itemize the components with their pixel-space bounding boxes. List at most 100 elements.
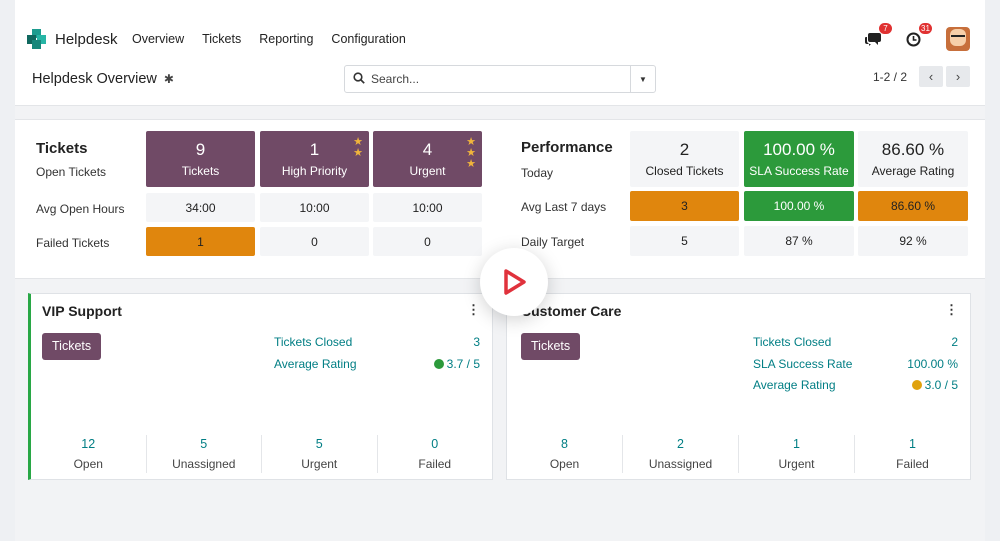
counter-failed[interactable]: 1 Failed: [854, 435, 970, 473]
counter-value: 1: [909, 437, 916, 451]
urgent-tile[interactable]: ★ ★ ★ 4 Urgent: [373, 131, 482, 187]
avg-last-7-label: Avg Last 7 days: [521, 200, 607, 214]
page-title: Helpdesk Overview: [32, 71, 157, 87]
tile-caption: SLA Success Rate: [749, 164, 849, 178]
priority-stars-icon: ★ ★: [353, 136, 363, 159]
high-priority-tile[interactable]: ★ ★ 1 High Priority: [260, 131, 369, 187]
team-name[interactable]: Customer Care: [521, 303, 622, 319]
app-brand[interactable]: Helpdesk: [27, 28, 118, 50]
tile-value: 1: [309, 140, 320, 159]
counter-unassigned[interactable]: 2 Unassigned: [622, 435, 738, 473]
stat-value-wrap: 3.7 / 5: [433, 357, 480, 371]
tile-value: 100.00 %: [763, 140, 835, 159]
tickets-tile[interactable]: 9 Tickets: [146, 131, 255, 187]
tile-value: 9: [195, 140, 206, 159]
stat-label: Average Rating: [274, 357, 357, 371]
chat-bubbles-icon: [865, 33, 881, 46]
app-name: Helpdesk: [55, 30, 118, 48]
counter-value: 5: [315, 437, 323, 451]
closed-tickets-tile[interactable]: 2 Closed Tickets: [630, 131, 739, 187]
counter-failed[interactable]: 0 Failed: [376, 435, 493, 473]
stat-tickets-closed[interactable]: Tickets Closed 2: [753, 335, 958, 349]
stat-value: 3: [473, 335, 480, 349]
failed-high[interactable]: 0: [260, 227, 369, 256]
systray: 7 31: [844, 23, 970, 51]
user-avatar[interactable]: [946, 27, 970, 51]
tile-caption: Tickets: [181, 164, 220, 178]
counter-open[interactable]: 8 Open: [507, 435, 622, 473]
nav-tickets[interactable]: Tickets: [202, 32, 242, 46]
counter-urgent[interactable]: 5 Urgent: [261, 435, 377, 473]
stat-average-rating[interactable]: Average Rating 3.7 / 5: [274, 357, 480, 371]
pager-previous-button[interactable]: ‹: [919, 66, 943, 87]
stat-sla-success-rate[interactable]: SLA Success Rate 100.00 %: [753, 357, 958, 371]
tile-value: 86.60 %: [881, 140, 945, 159]
search-box: ▼: [344, 65, 656, 93]
play-video-button[interactable]: [480, 248, 548, 316]
smiley-happy-icon: [433, 359, 444, 369]
tile-caption: High Priority: [281, 164, 348, 178]
stat-value: 3.0 / 5: [924, 378, 958, 392]
main-nav: Overview Tickets Reporting Configuration: [132, 32, 424, 46]
team-tickets-button[interactable]: Tickets: [521, 333, 581, 360]
search-input[interactable]: [371, 70, 626, 88]
card-menu-icon[interactable]: ⋮: [945, 302, 958, 317]
pager: 1-2 / 2 ‹ ›: [873, 66, 970, 87]
stat-label: Average Rating: [753, 378, 836, 392]
counter-unassigned[interactable]: 5 Unassigned: [145, 435, 262, 473]
counter-value: 12: [81, 437, 96, 451]
counter-label: Failed: [896, 457, 929, 471]
stat-label: Tickets Closed: [753, 335, 832, 349]
tile-caption: Average Rating: [871, 164, 955, 178]
smiley-neutral-icon: [911, 380, 922, 390]
team-name[interactable]: VIP Support: [42, 303, 122, 319]
activities-badge: 31: [919, 23, 932, 34]
counter-label: Unassigned: [172, 457, 236, 471]
tile-value: 4: [422, 140, 433, 159]
helpdesk-logo-icon: [27, 29, 47, 49]
nav-overview[interactable]: Overview: [132, 32, 185, 46]
card-menu-icon[interactable]: ⋮: [467, 302, 480, 317]
stat-value: 100.00 %: [907, 357, 958, 371]
pager-value[interactable]: 1-2 / 2: [872, 69, 907, 84]
chevron-right-icon: ›: [955, 69, 961, 84]
failed-urgent[interactable]: 0: [373, 227, 482, 256]
breadcrumb: Helpdesk Overview ✱: [32, 71, 174, 87]
sla-success-tile[interactable]: 100.00 % SLA Success Rate: [744, 131, 854, 187]
play-icon: [504, 269, 526, 295]
stat-tickets-closed[interactable]: Tickets Closed 3: [274, 335, 480, 349]
nav-reporting[interactable]: Reporting: [259, 32, 314, 46]
counter-urgent[interactable]: 1 Urgent: [738, 435, 854, 473]
performance-header: Performance: [521, 139, 613, 156]
counter-open[interactable]: 12 Open: [31, 435, 146, 473]
stat-label: SLA Success Rate: [753, 357, 853, 371]
avg-closed-7d: 3: [630, 191, 739, 221]
stat-average-rating[interactable]: Average Rating 3.0 / 5: [753, 378, 958, 392]
failed-all[interactable]: 1: [146, 227, 255, 256]
messages-button[interactable]: 7: [862, 23, 892, 50]
counter-value: 2: [677, 437, 684, 451]
nav-configuration[interactable]: Configuration: [331, 32, 406, 46]
app-window: Helpdesk Overview Tickets Reporting Conf…: [15, 0, 985, 541]
today-label: Today: [521, 166, 554, 180]
activities-button[interactable]: 31: [902, 23, 932, 50]
messages-badge: 7: [879, 23, 892, 34]
counter-label: Failed: [418, 457, 452, 471]
counter-label: Urgent: [778, 457, 815, 471]
avg-hours-all: 34:00: [146, 193, 255, 222]
team-tickets-button[interactable]: Tickets: [42, 333, 102, 360]
pager-next-button[interactable]: ›: [946, 66, 970, 87]
stat-value: 3.7 / 5: [446, 357, 480, 371]
counter-value: 8: [561, 437, 568, 451]
counter-label: Open: [73, 457, 103, 471]
target-sla: 87 %: [744, 226, 854, 256]
team-counters: 8 Open 2 Unassigned 1 Urgent 1 Failed: [507, 435, 970, 473]
search-options-toggle[interactable]: ▼: [630, 66, 655, 92]
failed-tickets-label: Failed Tickets: [36, 236, 110, 250]
tile-value: 2: [679, 140, 690, 159]
avg-hours-urgent: 10:00: [373, 193, 482, 222]
counter-label: Unassigned: [648, 457, 713, 471]
avg-sla-7d: 100.00 %: [744, 191, 854, 221]
average-rating-tile[interactable]: 86.60 % Average Rating: [858, 131, 968, 187]
gear-icon[interactable]: ✱: [163, 72, 174, 86]
